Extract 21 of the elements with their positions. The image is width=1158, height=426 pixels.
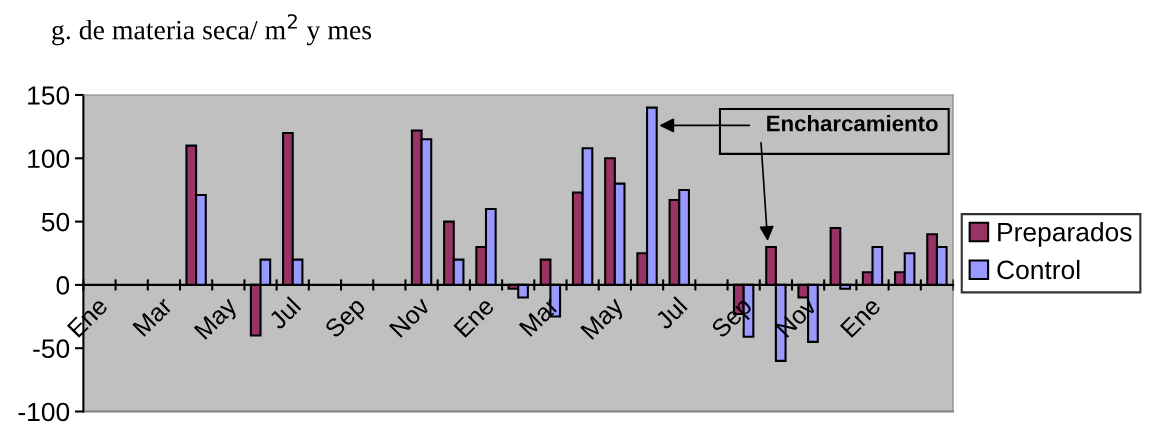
x-tick-label: Ene (66, 296, 109, 339)
y-tick-label: 100 (28, 149, 70, 169)
x-tick-label: May (193, 295, 242, 344)
x-tick-label: Sep (323, 296, 370, 343)
y-tick-label: 0 (56, 276, 70, 295)
y-tick-label: 50 (41, 212, 70, 232)
annotation: Encharcamiento (767, 115, 938, 132)
x-tick-label: Jul (653, 296, 688, 331)
legend-label: Control (997, 259, 1080, 280)
x-tick-label: Mar (518, 295, 560, 338)
y-tick-label: -100 (18, 402, 70, 422)
y-tick-label: -50 (33, 339, 70, 359)
chart-title: g. de materia seca/ m$^{2}$ y mes (52, 14, 372, 46)
x-tick-label: May (580, 295, 629, 344)
x-tick-label: Nov (389, 295, 432, 339)
x-tick-label: Ene (453, 296, 495, 339)
x-tick-label: Ene (839, 296, 882, 339)
x-tick-label: Jul (267, 296, 302, 331)
y-tick-label: 150 (28, 86, 70, 105)
legend-label: Preparados (998, 222, 1132, 247)
x-tick-label: Mar (132, 295, 174, 338)
